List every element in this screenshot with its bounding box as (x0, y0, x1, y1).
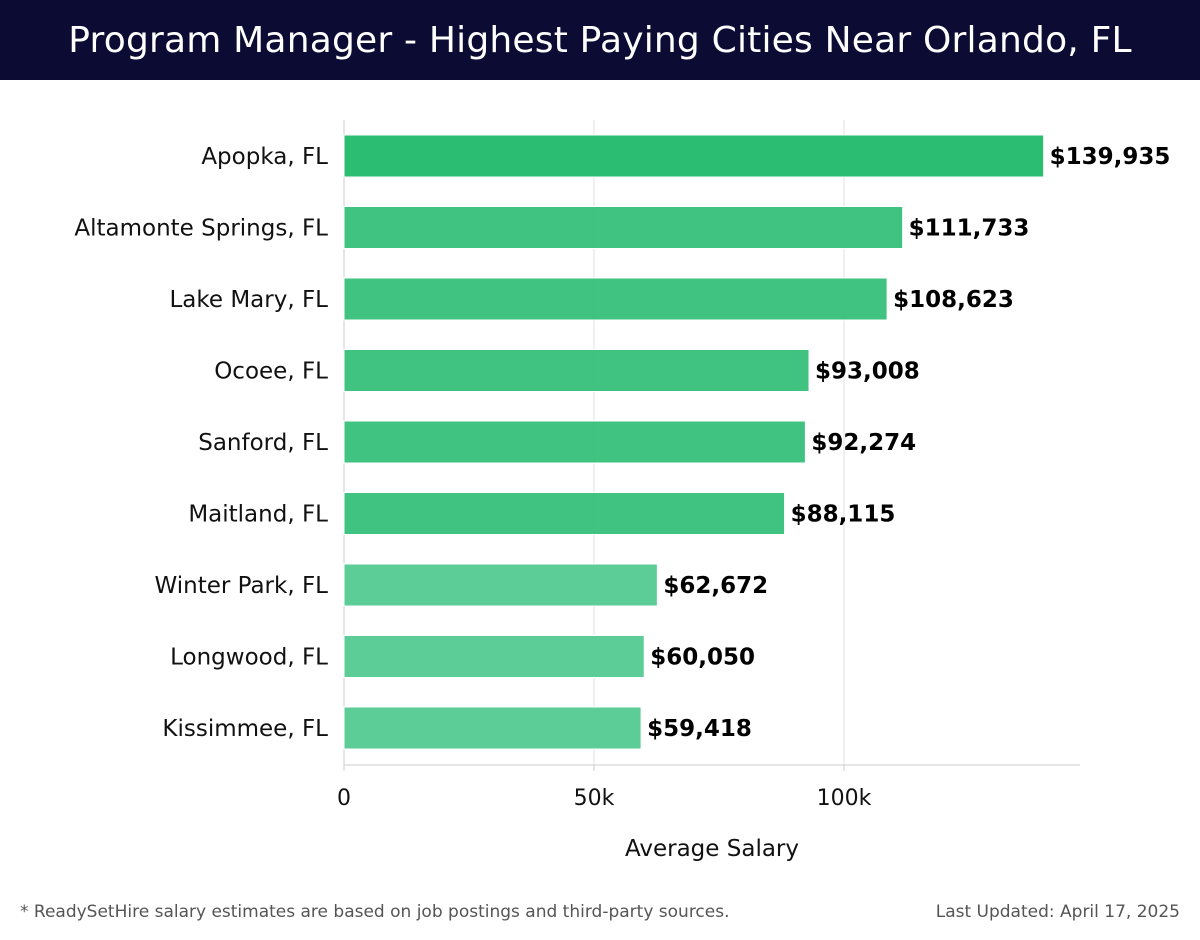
bar (343, 349, 810, 392)
footer-note: * ReadySetHire salary estimates are base… (20, 902, 730, 922)
value-label: $62,672 (663, 573, 768, 599)
bar (343, 134, 1045, 178)
bars (343, 134, 1045, 750)
bar (343, 420, 806, 464)
category-label: Altamonte Springs, FL (74, 216, 328, 242)
bar-chart: 0 50k 100k Average Salary Apopka, FL $139,935… (74, 120, 1170, 862)
bar (343, 706, 642, 750)
category-label: Winter Park, FL (154, 573, 328, 599)
value-label: $88,115 (791, 502, 896, 528)
x-tick-label: 0 (337, 786, 351, 811)
x-tick-label: 100k (817, 786, 872, 811)
bar (343, 563, 658, 607)
value-label: $92,274 (811, 430, 916, 456)
value-label: $139,935 (1050, 144, 1171, 170)
category-label: Kissimmee, FL (162, 716, 328, 742)
value-label: $60,050 (650, 645, 755, 671)
category-label: Maitland, FL (188, 502, 328, 528)
bar (343, 206, 904, 249)
category-label: Lake Mary, FL (169, 287, 328, 313)
category-label: Sanford, FL (198, 430, 328, 456)
value-label: $59,418 (647, 716, 752, 742)
chart-title: Program Manager - Highest Paying Cities … (68, 19, 1132, 61)
labels: 0 50k 100k Average Salary Apopka, FL $139,935… (74, 144, 1170, 862)
value-label: $93,008 (815, 359, 920, 385)
category-label: Ocoee, FL (214, 359, 328, 385)
bar (343, 635, 645, 678)
chart-header: Program Manager - Highest Paying Cities … (0, 0, 1200, 80)
x-tick-label: 50k (574, 786, 615, 811)
bar (343, 492, 786, 535)
value-label: $108,623 (893, 287, 1014, 313)
value-label: $111,733 (909, 216, 1030, 242)
bar (343, 277, 888, 321)
footer-updated: Last Updated: April 17, 2025 (935, 902, 1180, 922)
x-axis-label: Average Salary (625, 836, 799, 862)
category-label: Apopka, FL (201, 144, 328, 170)
category-label: Longwood, FL (170, 645, 328, 671)
